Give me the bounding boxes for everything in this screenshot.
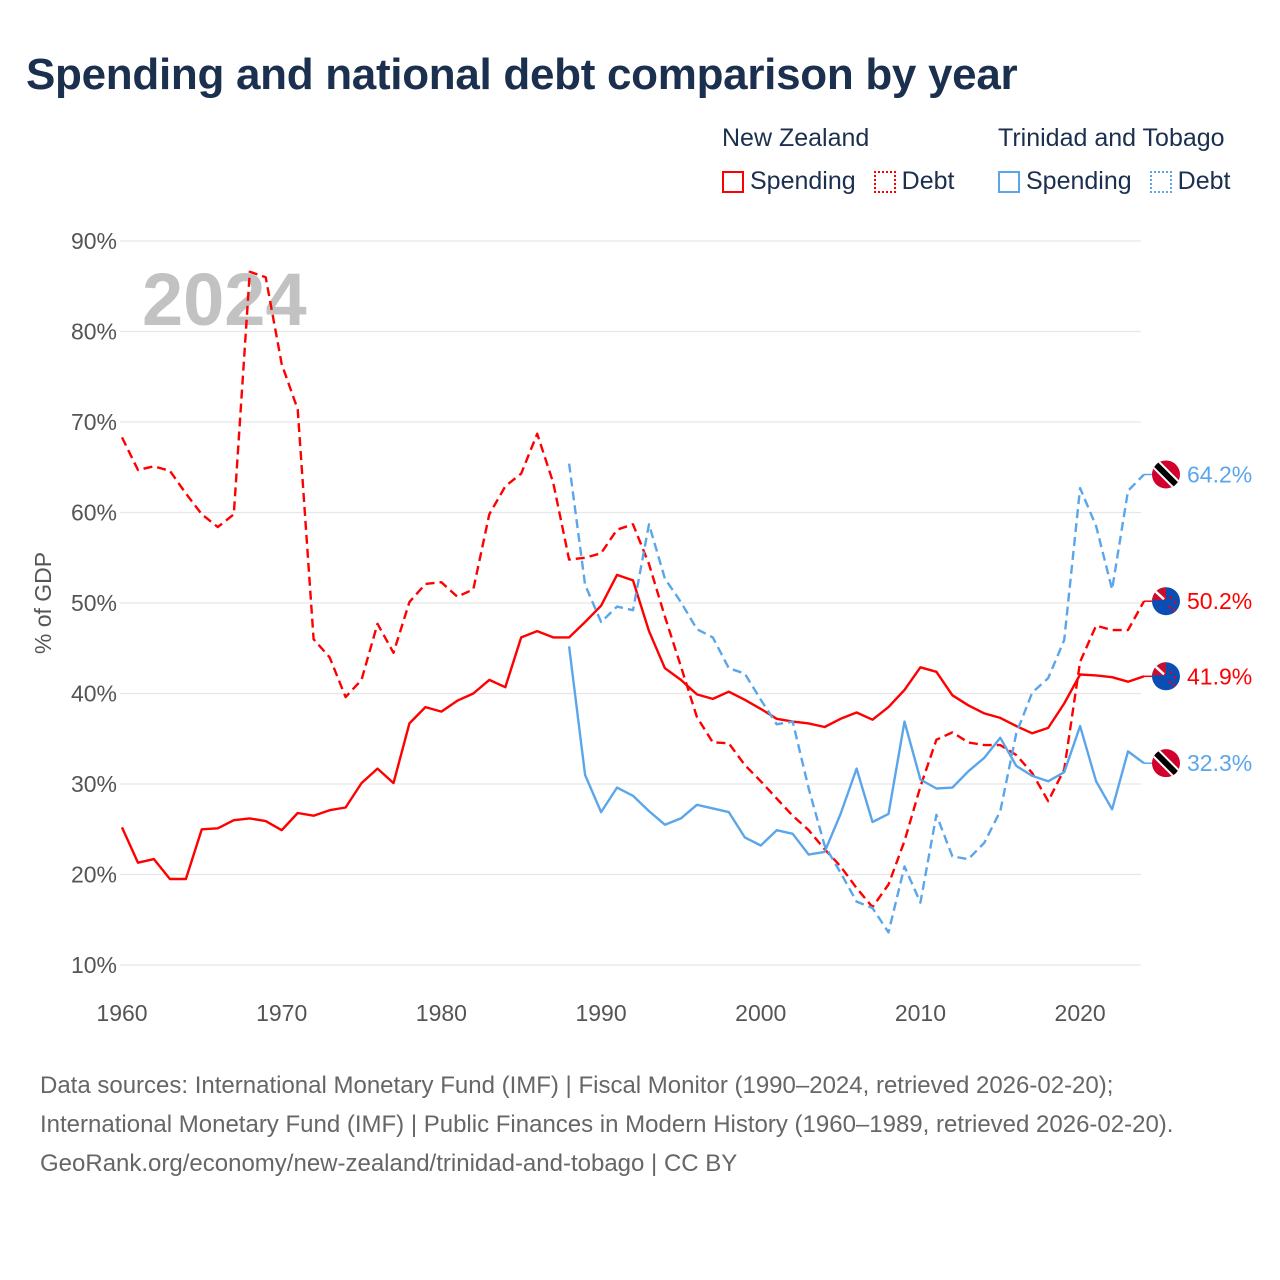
legend-swatch-dotted — [873, 170, 896, 193]
legend-country-label: Trinidad and Tobago — [998, 124, 1225, 152]
y-axis-label: % of GDP — [30, 552, 56, 654]
year-watermark: 2024 — [142, 258, 307, 341]
series-line-new-zealand-spending — [120, 573, 1145, 881]
x-tick-label: 1990 — [575, 1000, 626, 1026]
legend-item-nz-debt[interactable]: Debt — [873, 167, 955, 196]
trinidad-and-tobago-flag-icon — [1152, 460, 1180, 489]
y-tick-label: 60% — [71, 500, 117, 526]
legend-country-label: New Zealand — [722, 124, 870, 152]
line-chart: 10% 20% 30% 40% 50% 60% 70% 80% 90% 1960 1970 1980 1… — [30, 228, 1252, 1026]
footer: Data sources: International Monetary Fun… — [40, 1066, 1240, 1183]
series-line-trinidad-and-tobago-debt — [567, 463, 1145, 934]
end-value-label-new-zealand-spending: 41.9% — [1187, 663, 1252, 689]
y-tick-label: 80% — [71, 319, 117, 345]
y-tick-label: 40% — [71, 681, 117, 707]
x-tick-label: 1970 — [256, 1000, 307, 1026]
end-value-label-trinidad-and-tobago-debt: 64.2% — [1187, 461, 1252, 487]
series-line-trinidad-and-tobago-spending — [567, 646, 1145, 856]
legend-item-tt-debt[interactable]: Debt — [1149, 167, 1231, 196]
y-tick-label: 30% — [71, 771, 117, 797]
legend-swatch-solid — [998, 170, 1020, 193]
legend-label: Spending — [750, 167, 856, 195]
y-tick-label: 70% — [71, 409, 117, 435]
x-tick-label: 2020 — [1055, 1000, 1106, 1026]
legend-item-nz-spending[interactable]: Spending — [722, 167, 856, 196]
legend-item-tt-spending[interactable]: Spending — [998, 167, 1132, 196]
legend-label: Debt — [1177, 167, 1231, 195]
series-line-new-zealand-debt — [120, 270, 1146, 909]
y-tick-label: 20% — [71, 862, 117, 888]
legend-label: Debt — [901, 167, 955, 195]
legend-group-trinidad-and-tobago: Trinidad and Tobago Spending Debt — [998, 124, 1230, 196]
y-tick-label: 90% — [71, 228, 117, 254]
legend-group-new-zealand: New Zealand Spending Debt — [722, 124, 954, 196]
credit-link[interactable]: GeoRank.org/economy/new-zealand/trinidad… — [40, 1150, 738, 1177]
chart-title: Spending and national debt comparison by… — [26, 50, 1018, 99]
end-value-label-new-zealand-debt: 50.2% — [1187, 588, 1252, 614]
x-tick-label: 1980 — [416, 1000, 467, 1026]
new-zealand-flag-icon — [1152, 587, 1180, 616]
new-zealand-flag-icon — [1152, 662, 1180, 691]
x-tick-label: 2000 — [735, 1000, 786, 1026]
y-tick-label: 50% — [71, 590, 117, 616]
x-tick-label: 2010 — [895, 1000, 946, 1026]
y-tick-label: 10% — [71, 952, 117, 978]
data-sources: Data sources: International Monetary Fun… — [40, 1072, 1174, 1138]
x-tick-label: 1960 — [96, 1000, 147, 1026]
legend-swatch-dotted — [1149, 170, 1172, 193]
trinidad-and-tobago-flag-icon — [1152, 749, 1180, 778]
legend-swatch-solid — [722, 170, 744, 193]
end-value-label-trinidad-and-tobago-spending: 32.3% — [1187, 750, 1252, 776]
legend-label: Spending — [1026, 167, 1132, 195]
